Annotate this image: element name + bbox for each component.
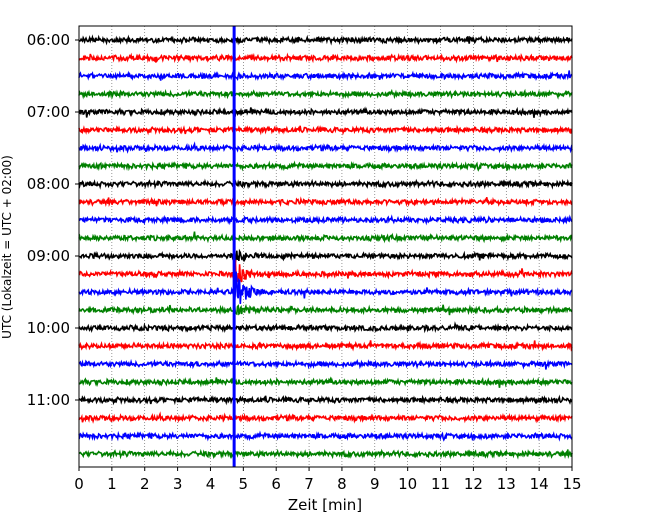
y-tick-label: 09:00 (27, 247, 70, 265)
x-tick-label: 3 (173, 475, 183, 493)
x-tick-label: 11 (431, 475, 450, 493)
seismic-traces (78, 34, 573, 460)
x-tick-label: 6 (271, 475, 281, 493)
trace-line (78, 394, 573, 406)
trace-line (78, 430, 573, 442)
trace-line (78, 358, 573, 370)
x-axis-ticks: 0 1 2 3 4 5 6 7 8 9 10 11 12 13 14 15 (74, 467, 582, 493)
trace-line (78, 340, 573, 352)
trace-line (78, 124, 573, 136)
x-tick-label: 13 (497, 475, 516, 493)
x-tick-label: 9 (370, 475, 380, 493)
x-tick-label: 8 (337, 475, 347, 493)
trace-line (78, 376, 573, 388)
x-tick-label: 0 (74, 475, 84, 493)
trace-line (78, 448, 573, 460)
trace-line (78, 88, 573, 100)
y-tick-label: 10:00 (27, 319, 70, 337)
x-tick-label: 15 (562, 475, 581, 493)
y-tick-label: 08:00 (27, 175, 70, 193)
x-tick-label: 2 (140, 475, 150, 493)
trace-line (78, 411, 573, 424)
y-axis-label: UTC (Lokalzeit = UTC + 02:00) (0, 155, 14, 339)
trace-line (78, 248, 573, 264)
x-tick-label: 10 (398, 475, 417, 493)
x-tick-label: 7 (304, 475, 314, 493)
trace-line (78, 259, 573, 289)
y-tick-label: 11:00 (27, 391, 70, 409)
trace-line (78, 178, 573, 190)
trace-line (78, 106, 573, 118)
trace-line (78, 321, 573, 334)
trace-line (78, 34, 573, 46)
y-axis-ticks: 06:00 07:00 08:00 09:00 10:00 11:00 (27, 31, 79, 409)
trace-line (78, 196, 573, 208)
x-tick-label: 12 (464, 475, 483, 493)
plot-frame (78, 25, 573, 468)
x-tick-label: 1 (107, 475, 117, 493)
trace-line (78, 70, 573, 82)
x-tick-label: 4 (206, 475, 216, 493)
x-axis-label: Zeit [min] (288, 496, 362, 514)
y-tick-label: 07:00 (27, 103, 70, 121)
trace-line (78, 271, 573, 304)
x-tick-label: 5 (239, 475, 249, 493)
y-tick-label: 06:00 (27, 31, 70, 49)
trace-line (78, 231, 573, 244)
x-tick-label: 14 (530, 475, 549, 493)
trace-line (78, 160, 573, 172)
trace-line (78, 214, 573, 226)
trace-line (78, 303, 573, 316)
trace-line (78, 52, 573, 64)
trace-line (78, 141, 573, 154)
